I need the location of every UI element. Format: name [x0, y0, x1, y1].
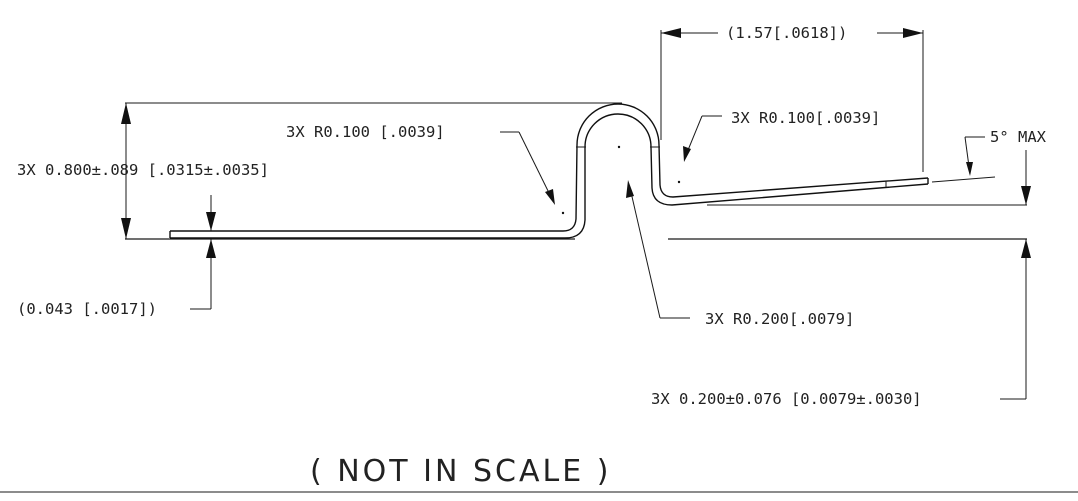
part-outer-profile — [170, 103, 929, 232]
thickness-arrow-top — [206, 212, 216, 231]
center-point-1 — [561, 211, 565, 215]
center-point-3 — [677, 180, 681, 184]
radius-inner-label: 3X R0.200[.0079] — [705, 310, 854, 328]
top-dim-arrow-left — [661, 28, 681, 38]
height-dim-label: 3X 0.800±.089 [.0315±.0035] — [17, 161, 269, 179]
height-dim-arrow-top — [121, 103, 131, 124]
radius-right-arrow — [683, 146, 691, 162]
angle-ref-line-1 — [931, 176, 996, 183]
offset-dim-label: 3X 0.200±0.076 [0.0079±.0030] — [651, 390, 922, 408]
radius-inner-arrow — [626, 180, 634, 198]
radius-left-label: 3X R0.100 [.0039] — [286, 123, 445, 141]
radius-right-label: 3X R0.100[.0039] — [731, 109, 880, 127]
part-inner-profile — [170, 113, 929, 239]
angle-arrow — [966, 162, 973, 176]
not-in-scale-note: ( NOT IN SCALE ) — [310, 454, 611, 489]
offset-arrow-top — [1021, 186, 1031, 205]
top-dim-arrow-right — [903, 28, 923, 38]
offset-arrow-bottom — [1021, 239, 1031, 258]
angle-label: 5° MAX — [990, 128, 1047, 146]
thickness-arrow-bottom — [206, 239, 216, 258]
thickness-dim-label: (0.043 [.0017]) — [17, 300, 157, 318]
center-point-2 — [617, 145, 621, 149]
top-dim-label: (1.57[.0618]) — [726, 24, 847, 42]
height-dim-arrow-bottom — [121, 218, 131, 239]
radius-left-arrow — [545, 189, 555, 205]
radius-left-leader — [518, 131, 553, 200]
radius-inner-leader — [629, 187, 661, 319]
